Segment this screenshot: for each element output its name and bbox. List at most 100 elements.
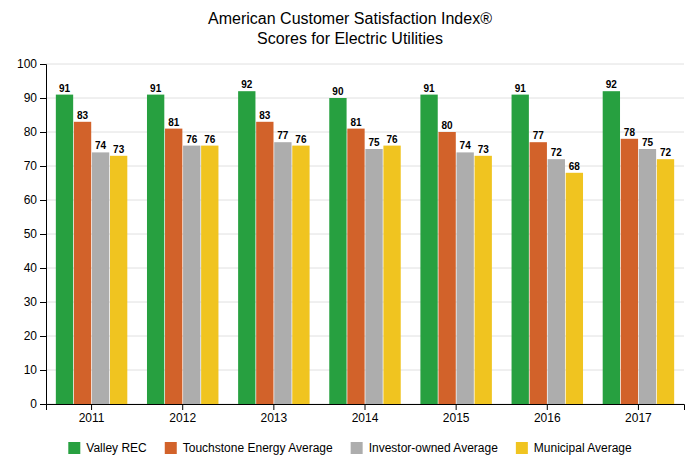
x-tick: 2011: [79, 404, 105, 425]
bar: [347, 129, 364, 404]
legend-swatch: [165, 442, 177, 454]
bar-series: [110, 146, 674, 404]
bar: [512, 95, 529, 404]
data-label: 75: [642, 137, 654, 148]
bar: [420, 95, 437, 404]
grid-line: [46, 64, 684, 65]
bar: [110, 156, 127, 404]
data-label: 83: [259, 110, 271, 121]
tick-label: 90: [24, 91, 38, 105]
bar: [603, 91, 620, 404]
data-label: 73: [478, 144, 490, 155]
bar: [329, 98, 346, 404]
data-label: 74: [460, 140, 472, 151]
bar: [566, 173, 583, 404]
tick-mark: [40, 98, 46, 99]
data-label: 77: [277, 130, 289, 141]
x-tick: 2016: [534, 404, 561, 425]
data-label: 77: [533, 130, 545, 141]
legend-swatch: [351, 442, 363, 454]
x-tick: 2012: [169, 404, 196, 425]
tick-label: 2012: [169, 411, 196, 425]
bar-series: [74, 122, 638, 404]
bar: [183, 146, 200, 404]
data-labels: 9191929091919283818381807778747677757472…: [59, 79, 672, 172]
tick-mark: [40, 234, 46, 235]
bar: [256, 122, 273, 404]
tick-mark: [40, 132, 46, 133]
axis-line: [40, 65, 47, 405]
y-tick: 0: [30, 397, 46, 411]
grid-line: [46, 370, 684, 371]
x-tick: 2013: [261, 404, 288, 425]
tick-mark: [40, 200, 46, 201]
tick-label: 60: [24, 193, 38, 207]
tick-mark: [40, 166, 46, 167]
legend-label: Investor-owned Average: [369, 441, 499, 455]
grid-line: [46, 336, 684, 337]
y-axis: 0102030405060708090100: [17, 57, 47, 411]
bar: [165, 129, 182, 404]
legend-item: Investor-owned Average: [351, 441, 499, 455]
data-label: 68: [569, 161, 581, 172]
tick-label: 0: [30, 397, 37, 411]
grid-line: [46, 98, 684, 99]
bar: [147, 95, 164, 404]
bar: [548, 159, 565, 404]
tick-label: 2016: [534, 411, 561, 425]
data-label: 92: [606, 79, 618, 90]
grid-line: [46, 302, 684, 303]
y-tick: 40: [24, 261, 46, 275]
tick-mark: [365, 404, 366, 410]
data-label: 74: [95, 140, 107, 151]
y-tick: 100: [17, 57, 46, 71]
chart: American Customer Satisfaction Index®Sco…: [0, 0, 700, 468]
data-label: 72: [660, 147, 672, 158]
legend-item: Touchstone Energy Average: [165, 441, 333, 455]
tick-label: 80: [24, 125, 38, 139]
tick-label: 2015: [443, 411, 470, 425]
legend-label: Municipal Average: [534, 441, 632, 455]
legend: Valley REC Touchstone Energy Average Inves…: [68, 441, 632, 455]
bar: [530, 142, 547, 404]
legend-item: Municipal Average: [516, 441, 632, 455]
tick-label: 20: [24, 329, 38, 343]
data-label: 91: [424, 83, 436, 94]
y-tick: 50: [24, 227, 46, 241]
tick-mark: [40, 64, 46, 65]
data-label: 80: [442, 120, 454, 131]
data-label: 73: [113, 144, 125, 155]
bar: [621, 139, 638, 404]
bar: [56, 95, 73, 404]
bar: [274, 142, 291, 404]
grid-line: [46, 234, 684, 235]
data-label: 92: [241, 79, 253, 90]
subtitle: Scores for Electric Utilities: [257, 30, 443, 47]
bar: [457, 152, 474, 404]
chart-container: American Customer Satisfaction Index®Sco…: [0, 0, 700, 468]
tick-mark: [547, 404, 548, 410]
tick-label: 2011: [79, 411, 105, 425]
legend-item: Valley REC: [68, 441, 147, 455]
legend-swatch: [516, 442, 528, 454]
bar: [657, 159, 674, 404]
bar: [238, 91, 255, 404]
legend-swatch: [68, 442, 80, 454]
data-label: 81: [168, 117, 180, 128]
tick-label: 50: [24, 227, 38, 241]
bar: [201, 146, 218, 404]
bar: [475, 156, 492, 404]
bar: [92, 152, 109, 404]
data-label: 81: [350, 117, 362, 128]
bar: [438, 132, 455, 404]
grid-line: [46, 166, 684, 167]
y-tick: 70: [24, 159, 46, 173]
data-label: 76: [295, 134, 307, 145]
y-tick: 30: [24, 295, 46, 309]
tick-mark: [40, 404, 46, 405]
bar: [292, 146, 309, 404]
tick-label: 30: [24, 295, 38, 309]
grid-line: [46, 268, 684, 269]
grid: [46, 64, 684, 404]
x-tick: 2015: [443, 404, 470, 425]
